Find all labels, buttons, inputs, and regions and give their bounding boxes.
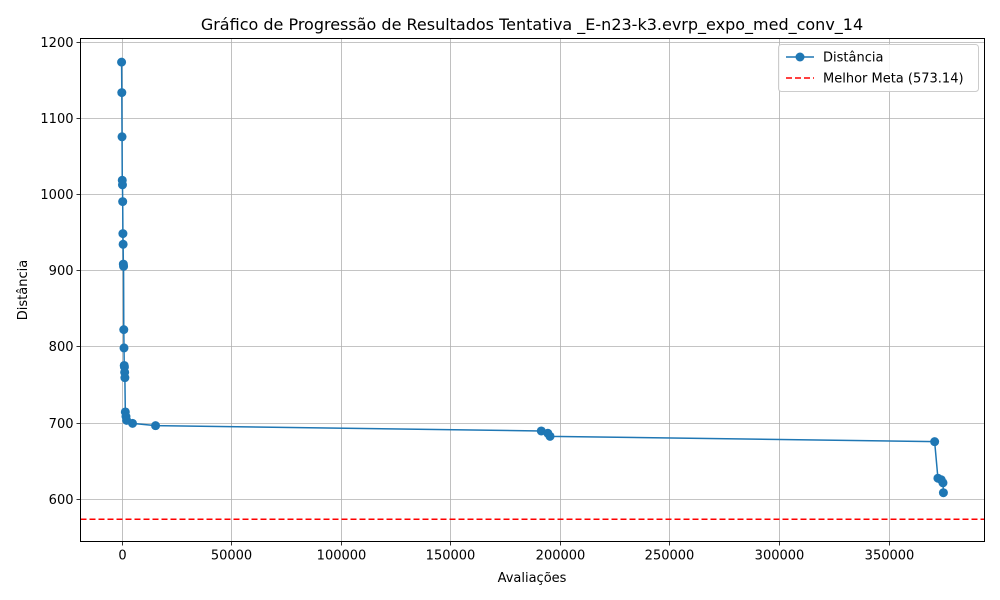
y-tick-label: 1000 — [40, 188, 73, 203]
data-point — [120, 373, 130, 383]
y-tick-label: 600 — [49, 493, 74, 508]
data-point — [118, 239, 128, 249]
data-point — [938, 478, 948, 488]
legend: Distância Melhor Meta (573.14) — [778, 44, 979, 92]
x-tick-label: 200000 — [536, 549, 586, 564]
series-layer — [117, 57, 948, 498]
y-tick-label: 1100 — [40, 112, 73, 127]
chart-title: Gráfico de Progressão de Resultados Tent… — [201, 15, 863, 35]
legend-series-label: Distância — [823, 51, 883, 66]
data-point — [118, 197, 128, 207]
data-point — [119, 343, 129, 353]
grid-layer — [80, 38, 985, 542]
legend-series-marker — [795, 52, 805, 62]
legend-reference-label: Melhor Meta (573.14) — [823, 72, 964, 87]
y-axis-ticks: 600 700 800 900 1000 1100 1200 — [40, 36, 81, 508]
data-point — [938, 488, 948, 498]
x-tick-label: 300000 — [755, 549, 805, 564]
data-point — [119, 261, 129, 271]
x-tick-label: 0 — [118, 549, 126, 564]
data-point — [119, 325, 129, 335]
x-axis-ticks: 0 50000 100000 150000 200000 250000 300000 3500… — [118, 541, 915, 564]
data-point — [128, 418, 138, 428]
x-tick-label: 250000 — [645, 549, 695, 564]
data-point — [151, 421, 161, 431]
series-line — [120, 62, 945, 493]
data-point — [117, 132, 127, 142]
y-tick-label: 1200 — [40, 36, 73, 51]
x-tick-label: 350000 — [865, 549, 915, 564]
y-tick-label: 900 — [49, 264, 74, 279]
x-tick-label: 50000 — [211, 549, 252, 564]
legend-box — [778, 44, 979, 92]
plot-frame — [80, 38, 985, 542]
x-tick-label: 100000 — [317, 549, 367, 564]
data-point — [930, 437, 940, 447]
data-point — [545, 431, 555, 441]
y-tick-label: 800 — [49, 340, 74, 355]
data-point — [117, 57, 127, 67]
data-point — [117, 180, 127, 190]
x-axis-label: Avaliações — [498, 571, 567, 586]
y-tick-label: 700 — [49, 417, 74, 432]
y-axis-label: Distância — [16, 260, 31, 320]
data-point — [118, 229, 128, 239]
data-point — [117, 88, 127, 98]
x-tick-label: 150000 — [426, 549, 476, 564]
